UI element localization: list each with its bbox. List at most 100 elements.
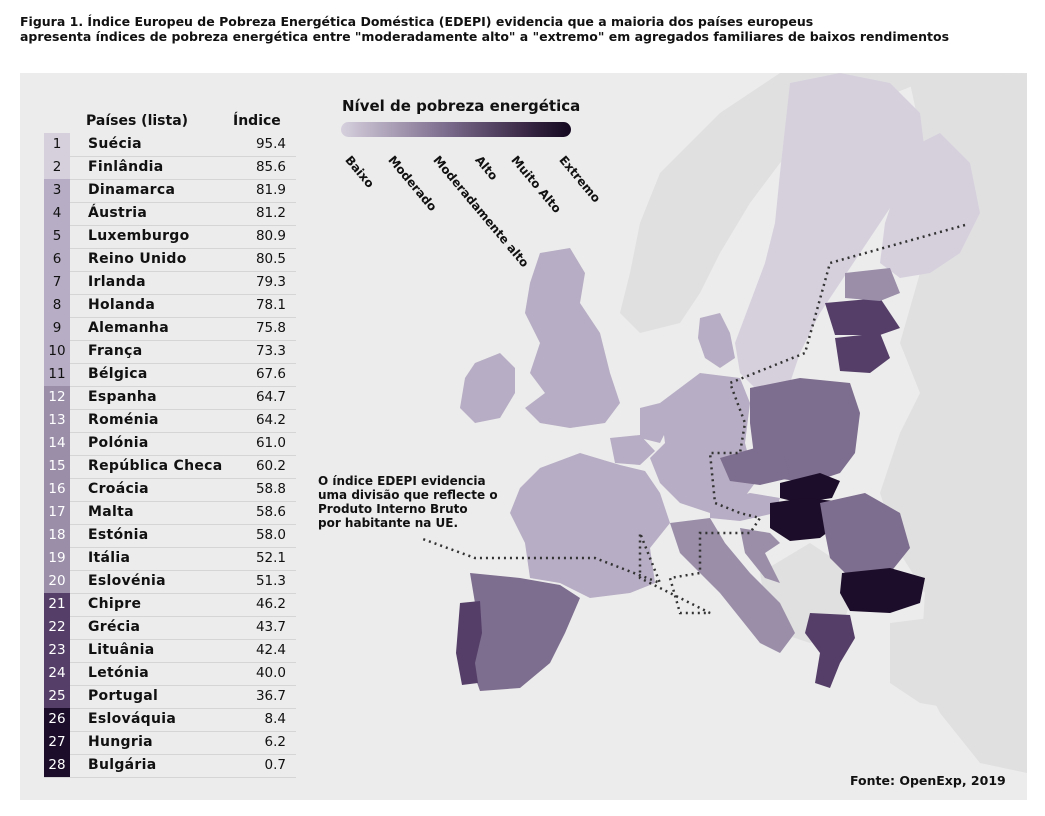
index-value: 64.7 bbox=[255, 389, 286, 405]
rank-cell: 28 bbox=[44, 754, 70, 777]
index-value: 80.9 bbox=[255, 228, 286, 244]
index-value: 58.8 bbox=[255, 481, 286, 497]
rank-cell: 9 bbox=[44, 317, 70, 340]
rank-cell: 10 bbox=[44, 340, 70, 363]
rank-cell: 26 bbox=[44, 708, 70, 731]
annotation-text: O índice EDEPI evidencia uma divisão que… bbox=[318, 474, 498, 530]
table-row: 13 Roménia 64.2 bbox=[44, 409, 296, 433]
country-name: Lituânia bbox=[88, 642, 155, 658]
table-row: 14 Polónia 61.0 bbox=[44, 432, 296, 456]
land-russia bbox=[880, 73, 1027, 773]
table-row: 28 Bulgária 0.7 bbox=[44, 754, 296, 778]
country-name: Áustria bbox=[88, 205, 148, 221]
legend-gradient-bar bbox=[341, 122, 571, 137]
legend-title: Nível de pobreza energética bbox=[342, 97, 581, 115]
country-name: Suécia bbox=[88, 136, 142, 152]
table-row: 27 Hungria 6.2 bbox=[44, 731, 296, 755]
country-denmark bbox=[698, 313, 735, 368]
table-row: 22 Grécia 43.7 bbox=[44, 616, 296, 640]
annotation-line: uma divisão que reflecte o bbox=[318, 488, 498, 502]
index-value: 95.4 bbox=[255, 136, 286, 152]
rank-cell: 1 bbox=[44, 133, 70, 156]
source-note: Fonte: OpenExp, 2019 bbox=[850, 773, 1006, 788]
rank-cell: 12 bbox=[44, 386, 70, 409]
country-spain bbox=[470, 573, 580, 691]
country-name: Alemanha bbox=[88, 320, 169, 336]
index-value: 80.5 bbox=[255, 251, 286, 267]
caption-line-2: apresenta índices de pobreza energética … bbox=[20, 29, 950, 44]
annotation-line: por habitante na UE. bbox=[318, 516, 459, 530]
index-value: 60.2 bbox=[255, 458, 286, 474]
index-value: 42.4 bbox=[255, 642, 286, 658]
index-value: 36.7 bbox=[255, 688, 286, 704]
index-value: 58.0 bbox=[255, 527, 286, 543]
table-row: 23 Lituânia 42.4 bbox=[44, 639, 296, 663]
table-row: 26 Eslováquia 8.4 bbox=[44, 708, 296, 732]
table-row: 12 Espanha 64.7 bbox=[44, 386, 296, 410]
country-name: República Checa bbox=[88, 458, 223, 474]
index-value: 43.7 bbox=[255, 619, 286, 635]
country-italy bbox=[670, 518, 795, 653]
index-value: 52.1 bbox=[255, 550, 286, 566]
table-row: 6 Reino Unido 80.5 bbox=[44, 248, 296, 272]
country-name: Estónia bbox=[88, 527, 149, 543]
table-row: 15 República Checa 60.2 bbox=[44, 455, 296, 479]
rank-cell: 7 bbox=[44, 271, 70, 294]
table-row: 7 Irlanda 79.3 bbox=[44, 271, 296, 295]
country-name: França bbox=[88, 343, 143, 359]
country-name: Luxemburgo bbox=[88, 228, 190, 244]
index-value: 46.2 bbox=[255, 596, 286, 612]
figure-caption: Figura 1. Índice Europeu de Pobreza Ener… bbox=[20, 14, 949, 44]
country-name: Holanda bbox=[88, 297, 156, 313]
country-name: Itália bbox=[88, 550, 131, 566]
index-value: 79.3 bbox=[255, 274, 286, 290]
country-name: Finlândia bbox=[88, 159, 164, 175]
country-greece bbox=[805, 613, 855, 688]
country-ireland bbox=[460, 353, 515, 423]
country-name: Chipre bbox=[88, 596, 142, 612]
country-sweden bbox=[735, 73, 925, 393]
table-row: 2 Finlândia 85.6 bbox=[44, 156, 296, 180]
table-row: 5 Luxemburgo 80.9 bbox=[44, 225, 296, 249]
table-row: 19 Itália 52.1 bbox=[44, 547, 296, 571]
index-value: 8.4 bbox=[264, 711, 286, 727]
rank-cell: 5 bbox=[44, 225, 70, 248]
table-row: 11 Bélgica 67.6 bbox=[44, 363, 296, 387]
rank-cell: 27 bbox=[44, 731, 70, 754]
country-name: Irlanda bbox=[88, 274, 146, 290]
index-value: 78.1 bbox=[255, 297, 286, 313]
rank-cell: 18 bbox=[44, 524, 70, 547]
country-name: Reino Unido bbox=[88, 251, 187, 267]
land-norway bbox=[620, 73, 1027, 333]
country-name: Roménia bbox=[88, 412, 159, 428]
table-row: 17 Malta 58.6 bbox=[44, 501, 296, 525]
rank-cell: 14 bbox=[44, 432, 70, 455]
index-value: 58.6 bbox=[255, 504, 286, 520]
index-value: 51.3 bbox=[255, 573, 286, 589]
country-belgium bbox=[610, 435, 655, 465]
rank-cell: 8 bbox=[44, 294, 70, 317]
index-value: 0.7 bbox=[264, 757, 286, 773]
rank-cell: 3 bbox=[44, 179, 70, 202]
country-portugal bbox=[456, 601, 482, 685]
country-slovakia bbox=[780, 473, 840, 503]
country-name: Letónia bbox=[88, 665, 150, 681]
table-row: 10 França 73.3 bbox=[44, 340, 296, 364]
country-estonia bbox=[845, 268, 900, 301]
country-name: Grécia bbox=[88, 619, 141, 635]
table-row: 20 Eslovénia 51.3 bbox=[44, 570, 296, 594]
rank-cell: 6 bbox=[44, 248, 70, 271]
index-value: 81.9 bbox=[255, 182, 286, 198]
rank-cell: 21 bbox=[44, 593, 70, 616]
rank-cell: 19 bbox=[44, 547, 70, 570]
country-uk bbox=[525, 248, 620, 428]
country-name: Portugal bbox=[88, 688, 159, 704]
country-austria bbox=[710, 493, 780, 521]
index-value: 40.0 bbox=[255, 665, 286, 681]
index-value: 6.2 bbox=[264, 734, 286, 750]
country-germany bbox=[650, 373, 755, 513]
country-lithuania bbox=[835, 333, 890, 373]
table-row: 24 Letónia 40.0 bbox=[44, 662, 296, 686]
country-finland bbox=[880, 133, 980, 278]
divide-dotted-line bbox=[419, 223, 966, 615]
